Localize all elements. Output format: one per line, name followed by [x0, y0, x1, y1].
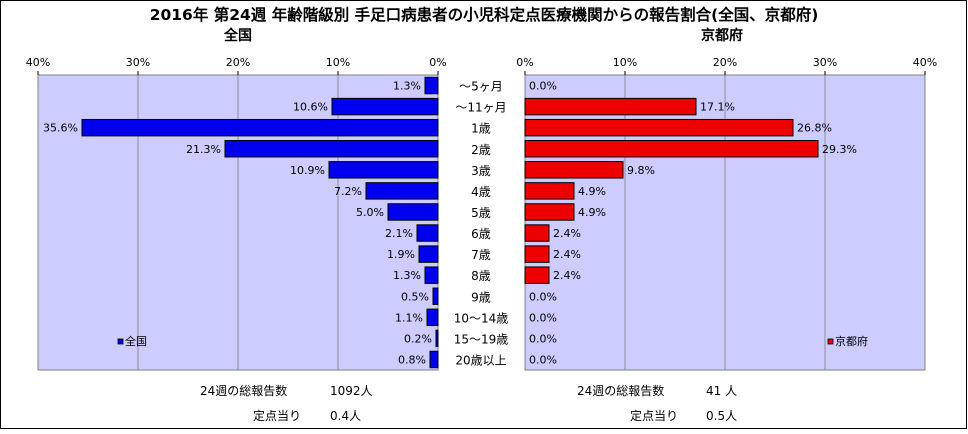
- category-label: 15～19歳: [454, 332, 509, 346]
- national-tick-label: 10%: [326, 56, 350, 69]
- national-total-value: 1092人: [330, 384, 373, 398]
- category-label: ～5ヶ月: [459, 80, 503, 94]
- national-legend-swatch: [117, 338, 124, 345]
- national-bar: [424, 266, 439, 284]
- national-total-label: 24週の総報告数: [200, 383, 287, 398]
- kyoto-tick-label: 40%: [913, 56, 937, 69]
- national-data-label: 1.1%: [395, 311, 423, 324]
- kyoto-tick-label: 20%: [713, 56, 737, 69]
- chart-title: 2016年 第24週 年齢階級別 手足口病患者の小児科定点医療機関からの報告割合…: [150, 5, 819, 24]
- category-label: 20歳以上: [455, 353, 506, 367]
- national-tick-label: 40%: [26, 56, 50, 69]
- national-data-label: 10.9%: [290, 164, 325, 177]
- national-tick-label: 30%: [126, 56, 150, 69]
- kyoto-data-label: 17.1%: [700, 101, 735, 114]
- kyoto-bar: [524, 182, 575, 200]
- kyoto-bar: [524, 97, 697, 116]
- kyoto-per-value: 0.5人: [706, 409, 737, 423]
- kyoto-data-label: 9.8%: [627, 164, 655, 177]
- category-label: 4歳: [471, 185, 491, 199]
- kyoto-tick-label: 30%: [813, 56, 837, 69]
- national-bar: [328, 161, 439, 179]
- kyoto-bar: [524, 161, 624, 179]
- kyoto-legend-label: 京都府: [835, 334, 868, 348]
- kyoto-data-label: 2.4%: [553, 227, 581, 240]
- national-per-value: 0.4人: [330, 409, 361, 423]
- kyoto-bar: [524, 245, 550, 263]
- kyoto-bar: [524, 266, 550, 284]
- kyoto-bar: [524, 224, 550, 242]
- kyoto-per-label: 定点当り: [630, 408, 678, 423]
- category-label: 6歳: [471, 227, 491, 241]
- national-bar: [81, 118, 439, 137]
- kyoto-data-label: 4.9%: [578, 185, 606, 198]
- kyoto-data-label: 0.0%: [529, 80, 557, 93]
- kyoto-data-label: 29.3%: [822, 143, 857, 156]
- kyoto-data-label: 4.9%: [578, 206, 606, 219]
- kyoto-legend-swatch: [827, 338, 834, 345]
- kyoto-panel-title: 京都府: [701, 27, 743, 44]
- national-bar: [418, 245, 439, 263]
- national-data-label: 21.3%: [186, 143, 221, 156]
- national-bar: [365, 182, 439, 200]
- national-bar: [429, 350, 439, 369]
- national-data-label: 0.8%: [398, 353, 426, 366]
- kyoto-total-label: 24週の総報告数: [577, 383, 664, 398]
- national-data-label: 35.6%: [43, 122, 78, 135]
- kyoto-data-label: 0.0%: [529, 332, 557, 345]
- kyoto-bar: [524, 118, 794, 137]
- kyoto-data-label: 2.4%: [553, 248, 581, 261]
- national-data-label: 2.1%: [385, 227, 413, 240]
- national-bar: [426, 308, 439, 327]
- national-data-label: 5.0%: [356, 206, 384, 219]
- national-legend-label: 全国: [125, 334, 147, 348]
- kyoto-data-label: 0.0%: [529, 290, 557, 303]
- category-label: 3歳: [471, 164, 491, 178]
- national-bar: [432, 287, 439, 305]
- national-bar: [435, 329, 439, 348]
- national-bar: [224, 140, 439, 158]
- national-data-label: 1.3%: [393, 269, 421, 282]
- kyoto-data-label: 0.0%: [529, 311, 557, 324]
- national-data-label: 1.3%: [393, 80, 421, 93]
- national-tick-label: 0%: [429, 56, 446, 69]
- category-label: 8歳: [471, 269, 491, 283]
- national-bar: [424, 76, 439, 95]
- category-label: 1歳: [471, 122, 491, 136]
- category-label: ～11ヶ月: [455, 101, 506, 115]
- kyoto-data-label: 0.0%: [529, 353, 557, 366]
- national-data-label: 10.6%: [293, 101, 328, 114]
- national-data-label: 0.2%: [404, 332, 432, 345]
- kyoto-bar: [524, 140, 819, 158]
- category-label: 7歳: [471, 248, 491, 262]
- national-data-label: 0.5%: [401, 290, 429, 303]
- national-bar: [331, 97, 439, 116]
- kyoto-data-label: 2.4%: [553, 269, 581, 282]
- category-label: 9歳: [471, 290, 491, 304]
- national-bar: [416, 224, 439, 242]
- kyoto-data-label: 26.8%: [797, 122, 832, 135]
- national-data-label: 7.2%: [334, 185, 362, 198]
- category-label: 5歳: [471, 206, 491, 220]
- kyoto-bar: [524, 203, 575, 221]
- category-label: 2歳: [471, 143, 491, 157]
- national-per-label: 定点当り: [253, 408, 301, 423]
- kyoto-tick-label: 0%: [516, 56, 533, 69]
- national-panel-title: 全国: [223, 27, 252, 44]
- category-label: 10～14歳: [454, 311, 509, 325]
- national-bar: [387, 203, 439, 221]
- national-tick-label: 20%: [226, 56, 250, 69]
- national-data-label: 1.9%: [387, 248, 415, 261]
- kyoto-tick-label: 10%: [613, 56, 637, 69]
- kyoto-total-value: 41 人: [706, 384, 737, 398]
